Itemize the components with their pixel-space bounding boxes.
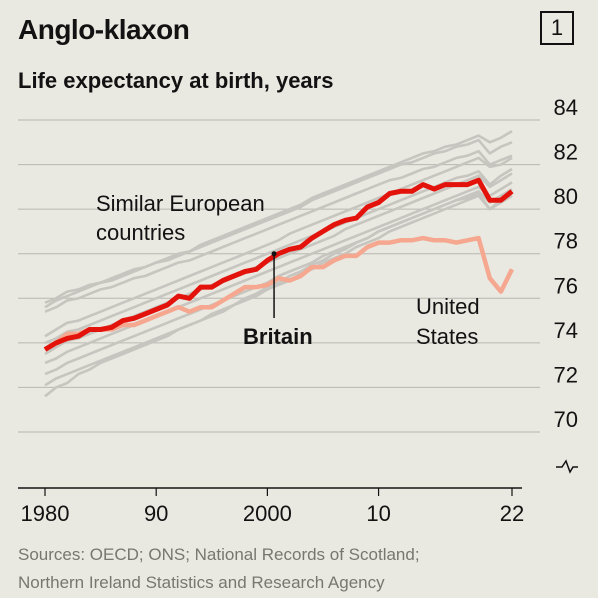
y-tick-label-74: 74 [554,318,578,343]
britain-line [43,177,514,352]
annotations: Similar European countries Britain United St… [96,191,480,349]
european-country-line-10 [44,190,513,398]
britain-leader-dot [271,251,277,257]
x-tick-label-90: 90 [144,501,168,526]
us-annotation-line-1: United [416,294,480,319]
x-tick-label-1980: 1980 [21,501,70,526]
y-tick-label-84: 84 [554,95,578,120]
chart-title: Anglo-klaxon [18,14,190,45]
x-tick-label-10: 10 [366,501,390,526]
x-tick-label-2000: 2000 [243,501,292,526]
y-tick-label-78: 78 [554,229,578,254]
united-states-line [43,235,515,352]
europe-annotation-line-1: Similar European [96,191,265,216]
europe-annotation-line-2: countries [96,220,185,245]
european-country-line-2 [44,138,513,309]
y-tick-label-80: 80 [554,184,578,209]
axis-break-icon [556,459,578,474]
european-country-lines [44,129,513,398]
britain-annotation: Britain [243,324,313,349]
european-country-line-3 [44,149,513,313]
chart-subtitle: Life expectancy at birth, years [18,68,334,93]
us-annotation-line-2: States [416,324,478,349]
y-tick-label-72: 72 [554,362,578,387]
highlight-lines [43,177,515,352]
source-line-1: Sources: OECD; ONS; National Records of … [18,545,420,564]
y-tick-label-76: 76 [554,273,578,298]
european-country-line-7 [44,181,513,365]
y-tick-label-70: 70 [554,407,578,432]
european-country-line-4 [44,156,513,338]
source-line-2: Northern Ireland Statistics and Research… [18,573,385,592]
axes: 70 72 74 76 78 80 82 84 1980 90 2000 10 22 [18,95,578,526]
x-tick-label-22: 22 [500,501,524,526]
european-country-line-1 [44,129,513,304]
y-tick-label-82: 82 [554,140,578,165]
source-note: Sources: OECD; ONS; National Records of … [18,541,420,597]
european-country-line-9 [44,194,513,387]
chart-number-badge: 1 [540,11,574,45]
